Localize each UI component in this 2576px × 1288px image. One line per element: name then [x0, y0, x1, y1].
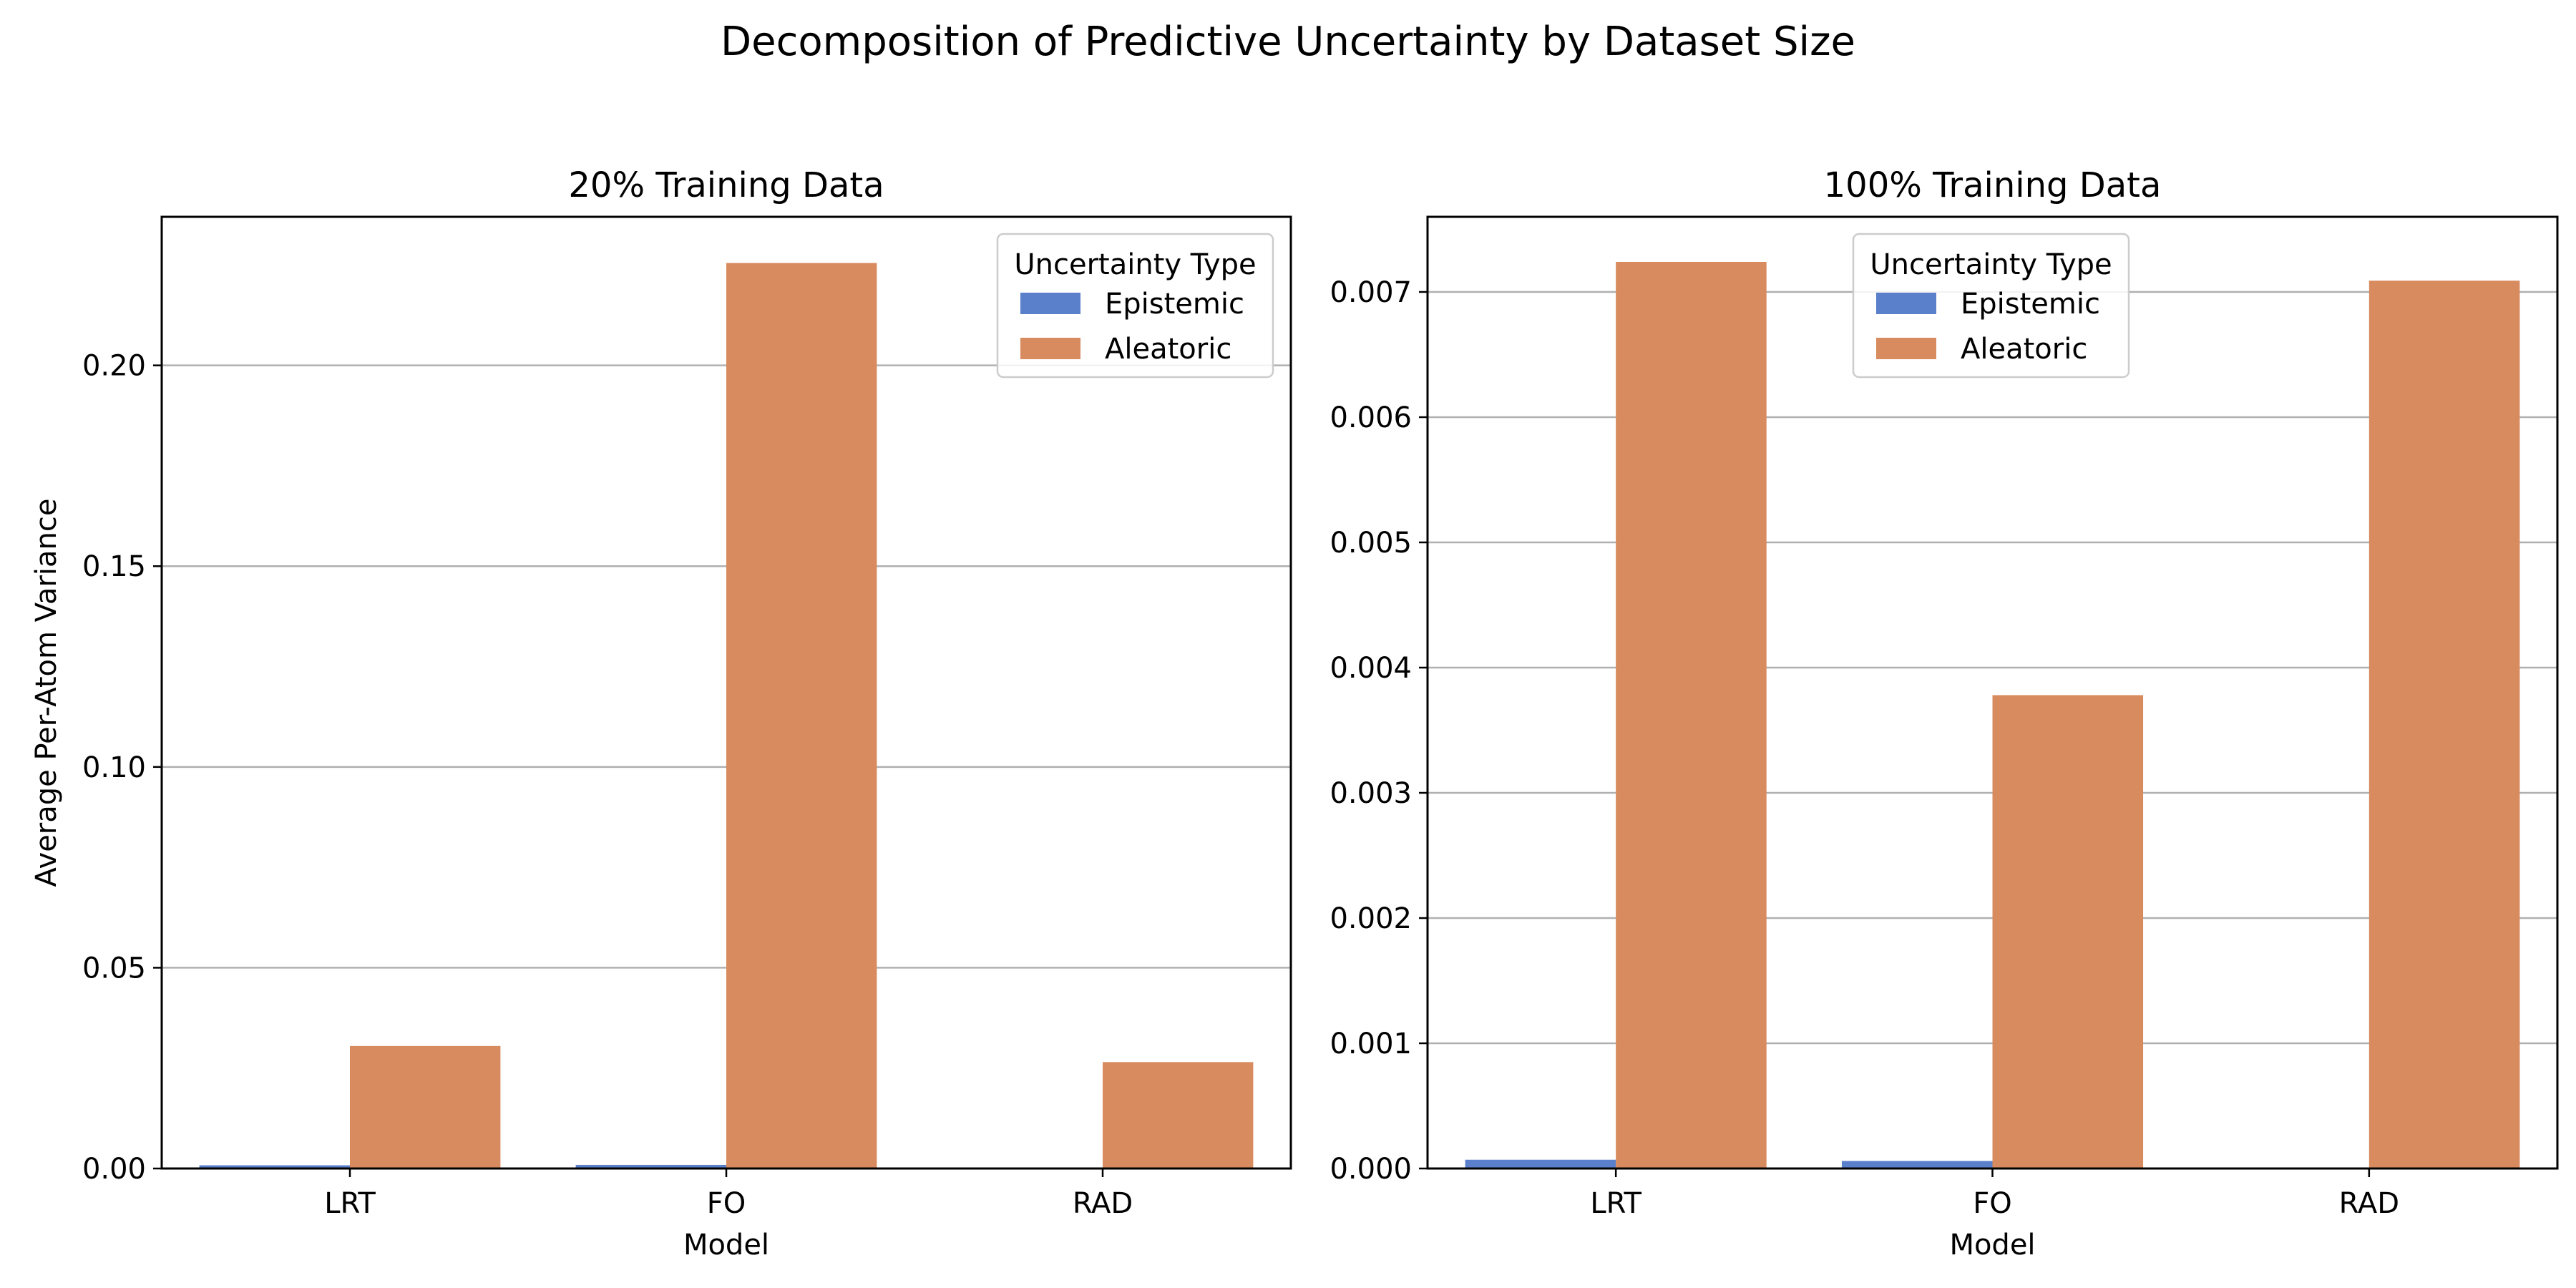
legend-title: Uncertainty Type: [1870, 248, 2112, 281]
x-tick-label: LRT: [324, 1187, 376, 1220]
legend-swatch-epistemic: [1020, 293, 1080, 314]
bar-aleatoric-fo: [1992, 695, 2144, 1169]
legend-swatch-epistemic: [1876, 293, 1936, 314]
x-tick-label: LRT: [1590, 1187, 1641, 1220]
y-axis-label: Average Per-Atom Variance: [30, 498, 63, 887]
legend-title: Uncertainty Type: [1014, 248, 1256, 281]
x-tick-label: FO: [1973, 1187, 2012, 1220]
x-axis-label: Model: [683, 1229, 769, 1262]
legend-label-aleatoric: Aleatoric: [1105, 333, 1231, 366]
bar-aleatoric-rad: [2368, 280, 2520, 1169]
x-axis-label: Model: [1949, 1229, 2035, 1262]
bar-aleatoric-fo: [726, 263, 877, 1169]
bar-epistemic-fo: [575, 1164, 726, 1169]
y-tick-label: 0.20: [82, 350, 146, 383]
y-tick-label: 0.003: [1330, 777, 1412, 810]
bar-epistemic-lrt: [199, 1165, 350, 1169]
subplot-2: 0.000 0.001 0.002 0.003 0.004 0.005 0.006 0.007…: [1330, 165, 2559, 1262]
y-tick-label: 0.00: [82, 1153, 146, 1186]
bar-aleatoric-lrt: [350, 1045, 501, 1169]
y-tick-label: 0.15: [82, 550, 146, 583]
subplot-title: 20% Training Data: [568, 165, 884, 205]
figure-title: Decomposition of Predictive Uncertainty …: [721, 19, 1855, 65]
legend-swatch-aleatoric: [1020, 338, 1080, 359]
y-tick-label: 0.006: [1330, 401, 1412, 434]
x-tick-label: RAD: [1073, 1187, 1133, 1220]
bar-epistemic-fo: [1841, 1161, 1993, 1169]
y-tick-label: 0.007: [1330, 276, 1412, 309]
legend-label-epistemic: Epistemic: [1105, 288, 1244, 321]
y-tick-label: 0.001: [1330, 1028, 1412, 1060]
x-tick-label: RAD: [2339, 1187, 2399, 1220]
bar-epistemic-lrt: [1465, 1159, 1616, 1169]
y-tick-label: 0.005: [1330, 527, 1412, 560]
legend-label-aleatoric: Aleatoric: [1961, 333, 2087, 366]
y-tick-label: 0.10: [82, 751, 146, 784]
bar-aleatoric-rad: [1103, 1062, 1254, 1169]
subplot-title: 100% Training Data: [1824, 165, 2162, 205]
x-tick-label: FO: [707, 1187, 746, 1220]
y-tick-label: 0.004: [1330, 652, 1412, 685]
subplot-1: 0.00 0.05 0.10 0.15 0.20 LRT FO RAD 20% Training…: [30, 165, 1292, 1262]
bar-aleatoric-lrt: [1616, 262, 1767, 1169]
y-tick-label: 0.002: [1330, 902, 1412, 935]
legend-label-epistemic: Epistemic: [1961, 288, 2100, 321]
y-tick-label: 0.000: [1330, 1153, 1412, 1186]
legend-swatch-aleatoric: [1876, 338, 1936, 359]
y-tick-label: 0.05: [82, 952, 146, 985]
